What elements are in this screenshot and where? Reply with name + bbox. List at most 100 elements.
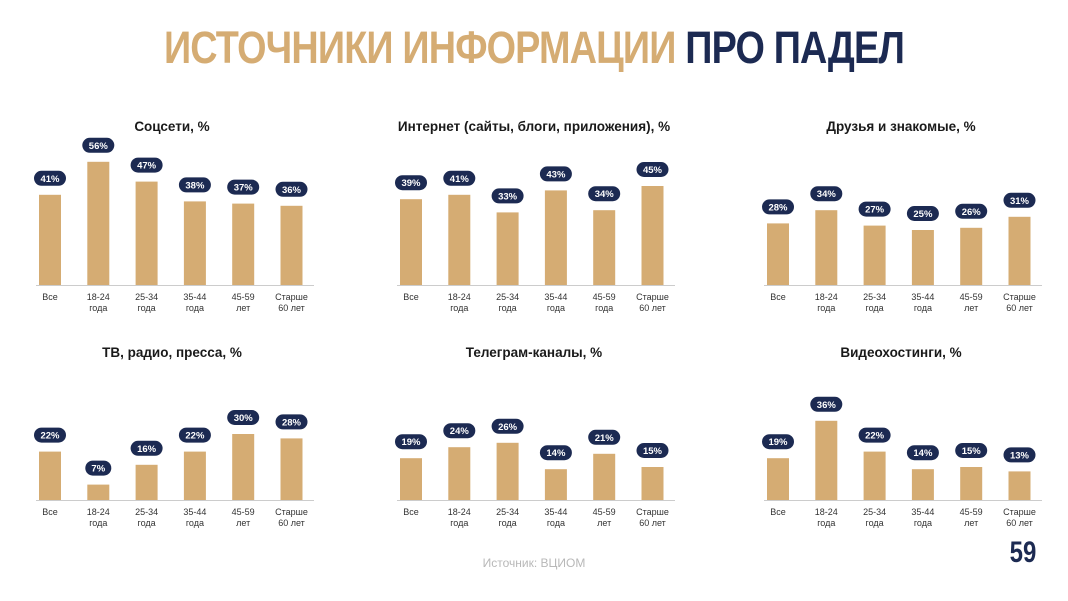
data-label: 21%: [595, 433, 615, 444]
data-label: 22%: [185, 431, 205, 442]
data-label: 37%: [234, 183, 254, 194]
chart-panel: Друзья и знакомые, % 28% Все 34% 18-24 года 27…: [762, 119, 1042, 313]
bar: [641, 467, 664, 500]
data-label: 15%: [643, 446, 663, 457]
bar: [593, 453, 616, 500]
category-label: 35-44 года: [544, 507, 567, 528]
data-label-pill: [491, 188, 524, 204]
bar: [911, 469, 934, 500]
bar: [960, 467, 983, 500]
data-label-pill: [636, 162, 669, 177]
data-label: 19%: [768, 437, 788, 448]
category-label: 35-44 года: [183, 507, 206, 528]
bar: [767, 223, 789, 285]
category-label: Старше 60 лет: [1003, 507, 1036, 528]
data-label: 56%: [89, 141, 109, 152]
data-label-pill: [34, 170, 66, 186]
data-label-pill: [858, 201, 891, 217]
category-label: Старше 60 лет: [636, 292, 669, 313]
category-label: 25-34 года: [496, 507, 519, 528]
bar: [863, 225, 886, 285]
data-label-pill: [491, 418, 524, 434]
data-label-pill: [762, 434, 794, 450]
data-label: 14%: [546, 448, 566, 459]
bar: [280, 438, 303, 500]
data-label-pill: [762, 199, 794, 215]
chart-panel: ТВ, радио, пресса, % 22% Все 7% 18-24 года 16%…: [34, 345, 314, 528]
bar: [1008, 216, 1031, 285]
data-label: 36%: [817, 400, 837, 411]
chart-panel: Интернет (сайты, блоги, приложения), % 39…: [395, 119, 675, 313]
data-label: 39%: [401, 178, 421, 189]
data-label: 28%: [282, 417, 302, 428]
category-label: 25-34 года: [863, 292, 886, 313]
data-label-pill: [955, 203, 988, 219]
category-label: 25-34 года: [863, 507, 886, 528]
data-label-pill: [810, 396, 843, 412]
data-label: 14%: [913, 448, 933, 459]
data-label-pill: [588, 186, 621, 202]
data-label: 7%: [91, 464, 105, 475]
bar: [400, 458, 422, 500]
bar: [593, 210, 616, 285]
data-label: 19%: [401, 437, 421, 448]
data-label-pill: [1003, 192, 1036, 208]
data-label-pill: [85, 460, 112, 476]
data-label: 16%: [137, 444, 157, 455]
category-label: Старше 60 лет: [636, 507, 669, 528]
chart-panel: Телеграм-каналы, % 19% Все 24% 18-24 года 26% 2…: [395, 345, 675, 528]
page-title-part1: ИСТОЧНИКИ ИНФОРМАЦИИ: [163, 22, 676, 73]
data-label: 27%: [865, 205, 885, 216]
category-label: 35-44 года: [544, 292, 567, 313]
category-label: 45-59 года: [593, 292, 616, 313]
category-label: 18-24 года: [87, 507, 110, 528]
page-number: 59: [1009, 536, 1036, 569]
page-title: ИСТОЧНИКИ ИНФОРМАЦИИ ПРО ПАДЕЛ: [85, 22, 982, 74]
bar: [641, 186, 664, 285]
bar: [280, 205, 303, 285]
category-label: Все: [403, 292, 419, 302]
data-label-pill: [906, 445, 939, 461]
data-label: 41%: [40, 174, 60, 185]
chart-title: ТВ, радио, пресса, %: [102, 345, 242, 360]
bar: [767, 458, 789, 500]
category-label: 45-59 лет: [960, 507, 983, 528]
bar: [960, 227, 983, 285]
data-label: 34%: [595, 189, 615, 200]
category-label: 35-44 года: [911, 507, 934, 528]
chart-title: Видеохостинги, %: [840, 345, 961, 360]
category-label: 25-34 года: [135, 507, 158, 528]
data-label-pill: [130, 440, 163, 456]
category-label: 45-59 лет: [593, 507, 616, 528]
data-label: 13%: [1010, 450, 1030, 461]
data-label-pill: [395, 175, 427, 191]
data-label-pill: [443, 170, 476, 186]
data-label-pill: [34, 427, 66, 443]
data-label: 24%: [450, 426, 470, 437]
category-label: 18-24 года: [448, 507, 471, 528]
data-label-pill: [955, 443, 988, 458]
bar: [232, 203, 255, 285]
bar: [183, 451, 206, 500]
category-label: Все: [42, 507, 58, 517]
data-label-pill: [227, 179, 260, 195]
bar: [183, 201, 206, 285]
bar: [1008, 471, 1031, 500]
category-label: Старше 60 лет: [1003, 292, 1036, 313]
bar: [448, 447, 471, 500]
bar: [135, 464, 158, 500]
category-label: Все: [770, 292, 786, 302]
category-label: Все: [770, 507, 786, 517]
category-label: 35-44 года: [911, 292, 934, 313]
data-label-pill: [588, 429, 621, 445]
category-label: 18-24 года: [815, 292, 838, 313]
bar: [863, 451, 886, 500]
data-label: 41%: [450, 174, 470, 185]
data-label-pill: [395, 434, 427, 450]
data-label: 36%: [282, 185, 302, 196]
chart-panel: Видеохостинги, % 19% Все 36% 18-24 года 22% 25-…: [762, 345, 1042, 528]
data-label-pill: [275, 414, 308, 430]
bar: [87, 484, 110, 500]
bar: [911, 230, 934, 285]
chart-title: Соцсети, %: [134, 119, 209, 134]
